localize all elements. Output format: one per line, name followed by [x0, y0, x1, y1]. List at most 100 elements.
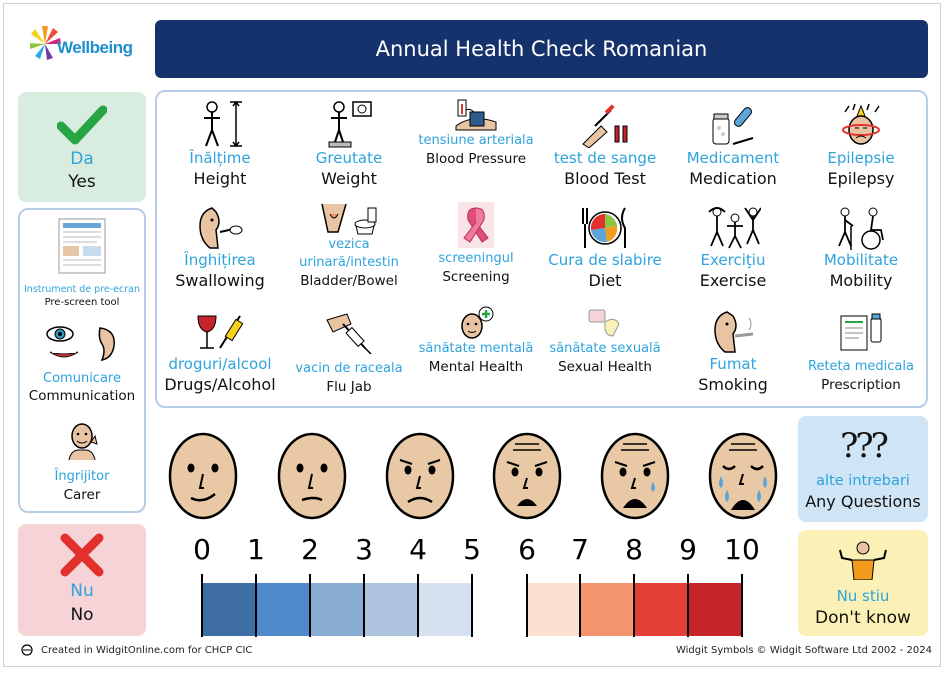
scale-tick: [309, 574, 311, 637]
communication-ro-label: Comunicare: [43, 371, 121, 386]
topic-epilepsy[interactable]: Epilepsie Epilepsy: [798, 96, 924, 190]
scale-number[interactable]: 10: [724, 533, 760, 566]
topic-screening[interactable]: screeningul Screening: [413, 198, 539, 287]
scale-tick: [201, 574, 203, 637]
topic-ro-label: Fumat: [709, 355, 757, 373]
topic-flu-jab[interactable]: vacin de raceala Flu Jab: [286, 302, 412, 397]
carer-ro-label: Îngrijitor: [54, 469, 110, 484]
no-card[interactable]: Nu No: [18, 524, 146, 636]
face-happy-icon: [168, 432, 238, 520]
communication-en-label: Communication: [28, 388, 136, 404]
topic-exercise[interactable]: Exerciţiu Exercise: [670, 198, 796, 292]
shrug-person-icon: [839, 541, 887, 581]
topic-en-label: Mental Health: [428, 359, 524, 375]
topic-en-label: Height: [193, 169, 247, 188]
topic-blood-test[interactable]: test de sange Blood Test: [542, 96, 668, 190]
topic-smoking[interactable]: Fumat Smoking: [670, 302, 796, 396]
topic-en-label: Weight: [321, 169, 377, 188]
topic-swallowing[interactable]: Înghițirea Swallowing: [157, 198, 283, 292]
wellbeing-logo: Wellbeing: [30, 20, 140, 65]
scale-number[interactable]: 5: [463, 533, 481, 566]
topic-medication[interactable]: Medicament Medication: [670, 96, 796, 190]
topic-en-label: Smoking: [698, 375, 768, 394]
checkmark-icon: [56, 105, 108, 145]
bladder-bowel-icon: [321, 203, 377, 235]
topic-drugs-alcohol[interactable]: droguri/alcool Drugs/Alcohol: [157, 302, 283, 396]
medication-icon: [712, 107, 754, 145]
scale-tick: [687, 574, 689, 637]
topic-weight[interactable]: Greutate Weight: [286, 96, 412, 190]
topic-blood-pressure[interactable]: tensiune arteriala Blood Pressure: [413, 96, 539, 169]
topic-bladder-bowel[interactable]: vezica urinară/intestin Bladder/Bowel: [286, 198, 412, 291]
topic-ro-label: Medicament: [686, 149, 780, 167]
dont-know-card[interactable]: Nu stiu Don't know: [798, 530, 928, 636]
carer-item[interactable]: Îngrijitor Carer: [20, 422, 144, 505]
topic-sexual-health[interactable]: sănătate sexuală Sexual Health: [542, 302, 668, 377]
scale-tick: [363, 574, 365, 637]
topic-en-label: Exercise: [699, 271, 767, 290]
communication-icon: [46, 326, 115, 362]
scale-tick: [741, 574, 743, 637]
scale-segment[interactable]: [527, 583, 580, 636]
blood-test-icon: [582, 104, 628, 148]
scale-number[interactable]: 8: [625, 533, 643, 566]
questions-ro-label: alte intrebari: [816, 473, 910, 489]
scale-number[interactable]: 1: [247, 533, 265, 566]
ribbon-icon: [458, 202, 494, 248]
scale-number[interactable]: 2: [301, 533, 319, 566]
question-marks-icon: ???: [840, 426, 889, 466]
scale-segment[interactable]: [310, 583, 364, 636]
topic-mobility[interactable]: Mobilitate Mobility: [798, 198, 924, 292]
topic-en-label: Medication: [689, 169, 777, 188]
topic-ro-label: droguri/alcool: [168, 355, 272, 373]
topic-mental-health[interactable]: sănătate mentală Mental Health: [413, 302, 539, 377]
topic-en-label: Bladder/Bowel: [300, 273, 398, 289]
face-sobbing-icon: [708, 432, 778, 520]
topics-grid: [155, 90, 928, 408]
swallowing-icon: [199, 207, 243, 249]
prescreen-item[interactable]: Instrument de pre-ecran Pre-screen tool: [20, 218, 144, 310]
scale-tick: [526, 574, 528, 637]
scale-number[interactable]: 0: [193, 533, 211, 566]
wheelchair-icon: [838, 207, 884, 250]
topic-ro-label: sănătate sexuală: [549, 341, 661, 356]
topic-ro-label: Reteta medicala: [808, 359, 914, 374]
topic-en-label: Diet: [588, 271, 622, 290]
weight-scale-icon: [328, 101, 372, 148]
mental-health-icon: [461, 306, 494, 339]
scale-segment[interactable]: [634, 583, 688, 636]
topic-en-label: Drugs/Alcohol: [164, 375, 276, 394]
scale-number[interactable]: 7: [571, 533, 589, 566]
footer-credit: Created in WidgitOnline.com for CHCP CIC: [41, 645, 253, 656]
topic-ro-label: vacin de raceala: [295, 361, 403, 376]
topic-diet[interactable]: Cura de slabire Diet: [542, 198, 668, 292]
diet-plate-icon: [582, 207, 626, 248]
scale-number[interactable]: 4: [409, 533, 427, 566]
carer-icon: [68, 423, 98, 461]
scale-segment[interactable]: [688, 583, 742, 636]
scale-segment[interactable]: [202, 583, 256, 636]
condom-icon: [588, 309, 620, 337]
scale-tick: [579, 574, 581, 637]
scale-number[interactable]: 9: [679, 533, 697, 566]
topic-ro-label: sănătate mentală: [418, 341, 534, 356]
topic-ro-label: Greutate: [315, 149, 383, 167]
scale-number[interactable]: 3: [355, 533, 373, 566]
scale-segment[interactable]: [418, 583, 472, 636]
scale-segment[interactable]: [256, 583, 310, 636]
topic-ro-label: tensiune arteriala: [418, 133, 534, 148]
scale-tick: [417, 574, 419, 637]
height-icon: [204, 100, 242, 148]
yes-card[interactable]: Da Yes: [18, 92, 146, 202]
scale-number[interactable]: 6: [518, 533, 536, 566]
widgit-logo-icon: [21, 644, 33, 656]
scale-segment[interactable]: [580, 583, 634, 636]
scale-segment[interactable]: [364, 583, 418, 636]
logo-text: Wellbeing: [57, 38, 133, 57]
topic-height[interactable]: Înălțime Height: [157, 96, 283, 190]
any-questions-card[interactable]: ??? alte intrebari Any Questions: [798, 416, 928, 522]
topic-ro-label: Înălțime: [189, 149, 251, 167]
communication-item[interactable]: Comunicare Communication: [20, 324, 144, 405]
topic-ro-label: Exerciţiu: [700, 251, 766, 269]
topic-prescription[interactable]: Reteta medicala Prescription: [798, 302, 924, 395]
